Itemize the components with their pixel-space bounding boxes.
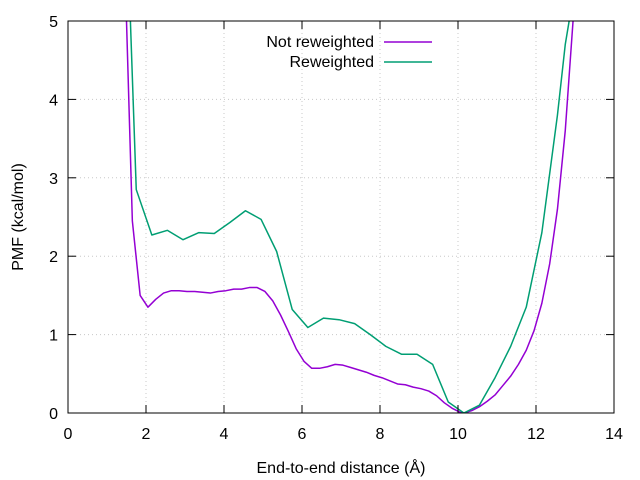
x-axis-label: End-to-end distance (Å) [257, 458, 426, 477]
x-tick-label: 14 [605, 426, 623, 443]
x-tick-label: 4 [220, 426, 229, 443]
x-tick-label: 12 [527, 426, 545, 443]
y-tick-label: 0 [49, 406, 58, 423]
grid [68, 21, 614, 413]
x-tick-label: 0 [64, 426, 73, 443]
legend-label: Not reweighted [266, 34, 374, 51]
x-tick-label: 6 [298, 426, 307, 443]
y-tick-label: 2 [49, 249, 58, 266]
y-tick-label: 1 [49, 328, 58, 345]
series-layer [125, 21, 574, 413]
x-tick-label: 10 [449, 426, 467, 443]
x-tick-label: 2 [142, 426, 151, 443]
y-tick-label: 3 [49, 171, 58, 188]
legend-label: Reweighted [290, 54, 375, 71]
y-axis-label: PMF (kcal/mol) [10, 163, 27, 271]
x-tick-label: 8 [376, 426, 385, 443]
series-line-not-reweighted [125, 21, 574, 413]
legend: Not reweighted Reweighted [266, 34, 432, 71]
series-line-reweighted [129, 21, 570, 413]
y-tick-label: 5 [49, 14, 58, 31]
plot-frame [67, 20, 615, 414]
y-tick-label: 4 [49, 92, 58, 109]
